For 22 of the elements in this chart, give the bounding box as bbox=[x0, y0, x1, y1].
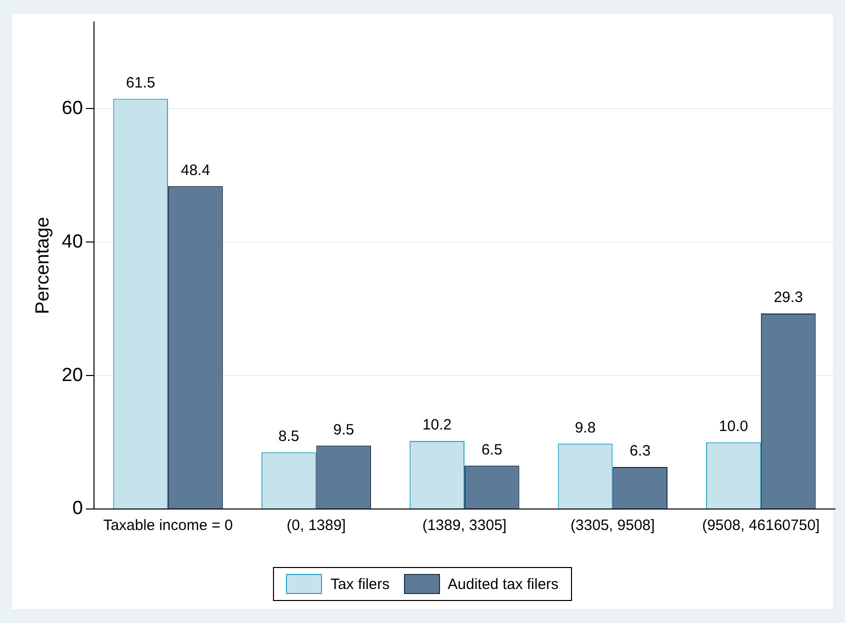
x-tick-label: (3305, 9508] bbox=[570, 517, 655, 534]
data-label: 9.5 bbox=[333, 421, 354, 438]
data-label: 10.0 bbox=[718, 418, 748, 435]
y-tick-label: 20 bbox=[62, 364, 83, 386]
data-label: 29.3 bbox=[774, 289, 803, 306]
data-label: 9.8 bbox=[574, 419, 596, 436]
y-tick-label: 60 bbox=[62, 98, 83, 119]
y-tick-label: 40 bbox=[62, 231, 83, 252]
y-tick-label: 0 bbox=[72, 498, 83, 520]
legend-label: Audited tax filers bbox=[448, 576, 559, 592]
x-tick-label: (9508, 46160750] bbox=[702, 517, 820, 534]
x-tick-label: (0, 1389] bbox=[286, 517, 346, 534]
y-axis-title: Percentage bbox=[32, 216, 54, 314]
data-label: 10.2 bbox=[422, 416, 452, 434]
data-label: 6.5 bbox=[481, 441, 502, 458]
x-tick-label: (1389, 3305] bbox=[422, 517, 507, 534]
data-label: 61.5 bbox=[126, 74, 156, 92]
data-label: 8.5 bbox=[278, 428, 300, 445]
data-label: 48.4 bbox=[180, 162, 210, 179]
legend-label: Tax filers bbox=[330, 576, 390, 592]
x-tick-label: Taxable income = 0 bbox=[103, 517, 233, 534]
data-label: 6.3 bbox=[630, 442, 651, 460]
